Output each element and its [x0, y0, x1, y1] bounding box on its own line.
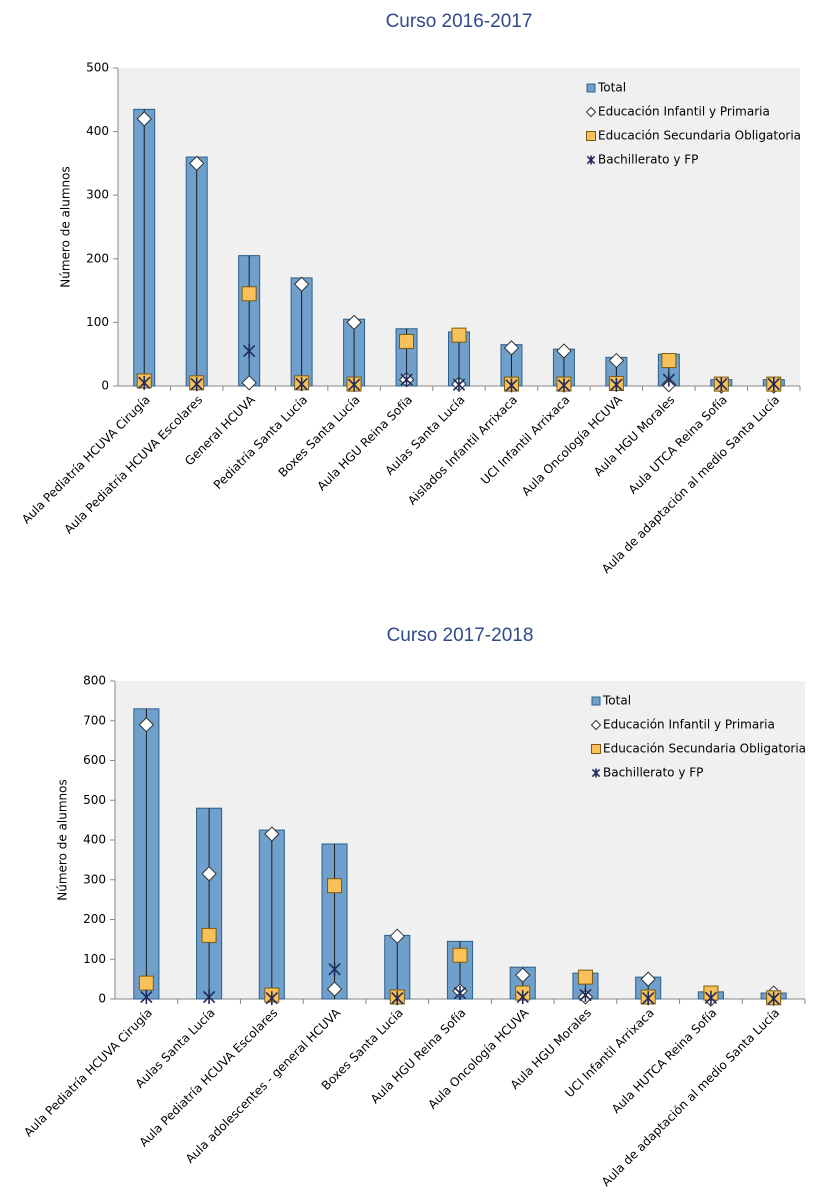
legend-swatch [590, 719, 602, 731]
legend-label: Total [602, 694, 631, 708]
x-tick-label: Aula Oncología HCUVA [519, 392, 626, 499]
square-marker [661, 353, 677, 369]
square-marker [577, 969, 593, 985]
star-marker [505, 378, 518, 393]
star-marker [767, 377, 780, 392]
y-tick-label: 100 [83, 952, 106, 966]
star-marker [138, 375, 151, 390]
y-tick-label: 300 [86, 188, 109, 202]
x-tick-label: Aula Oncología HCUVA [425, 1005, 532, 1112]
star-marker [242, 344, 256, 359]
star-marker [391, 991, 404, 1006]
square-marker [399, 333, 415, 349]
diamond-marker [608, 352, 625, 369]
star-marker [140, 990, 153, 1005]
y-tick-label: 0 [98, 992, 106, 1006]
diamond-marker [201, 866, 217, 882]
star-marker [328, 962, 341, 977]
diamond-marker [264, 826, 280, 842]
star-marker [295, 377, 308, 392]
chart-title: Curso 2017-2018 [387, 625, 534, 646]
star-marker [767, 991, 780, 1006]
y-tick-label: 200 [83, 912, 106, 926]
x-tick-label: Aula Pediatría HCUVA Cirugía [21, 1006, 155, 1140]
legend-swatch [591, 696, 601, 706]
diamond-marker [326, 981, 343, 997]
y-tick-label: 0 [101, 379, 109, 393]
star-marker [516, 990, 529, 1005]
x-tick-label: Aula de adaptación al medio Santa Lucía [599, 393, 782, 576]
y-tick-label: 600 [83, 753, 106, 767]
legend-label: Educación Infantil y Primaria [603, 718, 775, 732]
x-tick-label: Pediatría Santa Lucía [211, 393, 310, 492]
star-marker [453, 986, 467, 1001]
diamond-marker [515, 967, 531, 983]
star-marker [704, 990, 718, 1005]
legend-label: Educación Secundaria Obligatoria [598, 129, 801, 143]
y-tick-label: 500 [86, 61, 109, 75]
star-marker [579, 988, 592, 1003]
y-tick-label: 200 [86, 251, 109, 265]
y-tick-label: 300 [83, 872, 106, 886]
y-tick-label: 800 [83, 674, 106, 688]
star-marker [610, 377, 623, 392]
square-marker [451, 327, 467, 343]
diamond-marker [241, 375, 257, 391]
x-tick-label: Aula HUTCA Reina Sofía [609, 1006, 720, 1117]
legend-swatch [591, 768, 601, 778]
legend-swatch [586, 131, 596, 141]
legend-swatch [586, 83, 596, 93]
diamond-marker [556, 343, 572, 359]
star-marker [190, 377, 203, 392]
y-tick-label: 500 [83, 793, 106, 807]
y-tick-label: 400 [86, 124, 109, 138]
legend-label: Educación Infantil y Primaria [598, 105, 770, 119]
diamond-marker [188, 155, 205, 172]
x-tick-label: UCI Infantil Arrixaca [478, 393, 572, 487]
legend-swatch [585, 106, 597, 118]
square-marker [452, 947, 468, 963]
x-tick-label: Aula HGU Reina Sofía [314, 393, 415, 494]
star-marker [265, 991, 278, 1006]
star-marker [557, 378, 571, 393]
star-marker [715, 377, 728, 392]
diamond-marker [136, 111, 152, 127]
legend-swatch [586, 155, 596, 165]
x-tick-label: Aula Pediatría HCUVA Escolares [137, 1006, 281, 1150]
legend-label: Bachillerato y FP [603, 766, 703, 780]
x-tick-label: Aislados Infantil Arrixaca [405, 393, 520, 508]
diamond-marker [503, 340, 520, 356]
y-tick-label: 400 [83, 833, 106, 847]
square-marker [241, 286, 257, 302]
chart-title: Curso 2016-2017 [386, 11, 533, 32]
x-tick-label: Aula UTCA Reina Sofía [626, 393, 730, 497]
square-marker [201, 927, 217, 943]
star-marker [202, 990, 216, 1005]
diamond-marker [346, 314, 362, 331]
star-marker [662, 372, 676, 387]
y-axis-label: Número de alumnos [59, 166, 73, 287]
square-marker [138, 975, 154, 991]
star-marker [642, 991, 655, 1006]
y-tick-label: 700 [83, 713, 106, 727]
diamond-marker [640, 971, 656, 987]
star-marker [452, 377, 466, 392]
y-tick-label: 100 [86, 315, 109, 329]
star-marker [400, 372, 413, 387]
diamond-marker [389, 928, 405, 944]
star-marker [347, 377, 361, 392]
legend-label: Educación Secundaria Obligatoria [603, 742, 806, 756]
legend-label: Total [597, 81, 626, 95]
y-axis-label: Número de alumnos [56, 779, 70, 900]
legend-label: Bachillerato y FP [598, 153, 698, 167]
square-marker [327, 878, 343, 894]
diamond-marker [138, 717, 155, 733]
diamond-marker [293, 276, 310, 292]
legend-swatch [591, 744, 601, 754]
